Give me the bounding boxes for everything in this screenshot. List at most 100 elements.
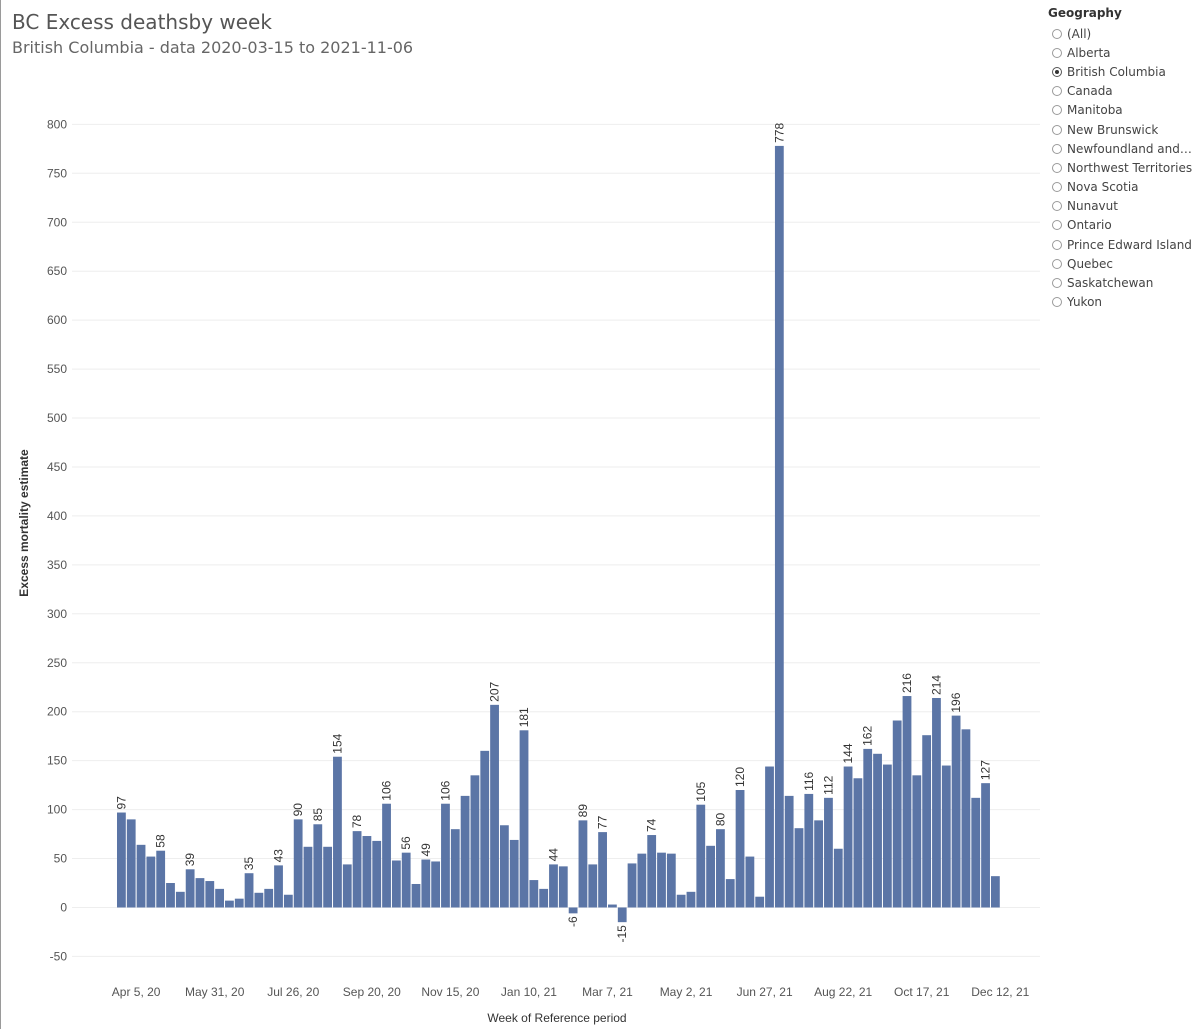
bar[interactable] — [971, 797, 981, 908]
radio-button-icon[interactable] — [1052, 297, 1062, 308]
bar[interactable] — [303, 846, 313, 908]
bar[interactable] — [912, 775, 922, 908]
bar[interactable] — [215, 888, 224, 908]
bar[interactable] — [146, 856, 156, 908]
bar[interactable] — [647, 835, 657, 908]
bar[interactable] — [598, 832, 607, 908]
bar[interactable] — [519, 730, 529, 908]
bar[interactable] — [941, 765, 951, 908]
bar[interactable] — [333, 756, 342, 908]
radio-button-icon[interactable] — [1052, 105, 1062, 116]
bar[interactable] — [627, 863, 637, 908]
geography-option[interactable]: Prince Edward Island — [1052, 235, 1198, 254]
bar[interactable] — [814, 820, 824, 908]
bar[interactable] — [264, 888, 274, 908]
bar[interactable] — [951, 715, 961, 908]
bar[interactable] — [608, 904, 617, 908]
bar[interactable] — [274, 865, 283, 908]
radio-button-icon[interactable] — [1052, 47, 1062, 58]
bar[interactable] — [136, 844, 146, 908]
bar[interactable] — [706, 845, 715, 908]
bar[interactable] — [774, 145, 784, 908]
bar[interactable] — [352, 831, 362, 908]
bar[interactable] — [657, 852, 666, 908]
geography-option[interactable]: Saskatchewan — [1052, 273, 1198, 292]
bar[interactable] — [932, 697, 941, 908]
bar[interactable] — [578, 820, 588, 908]
bar[interactable] — [293, 819, 303, 908]
radio-button-icon[interactable] — [1052, 278, 1062, 289]
bar[interactable] — [529, 880, 539, 908]
bar[interactable] — [549, 864, 558, 908]
bar[interactable] — [981, 783, 990, 908]
bar[interactable] — [843, 766, 853, 908]
bar[interactable] — [558, 866, 568, 908]
radio-button-icon[interactable] — [1052, 258, 1062, 269]
radio-button-icon[interactable] — [1052, 143, 1062, 154]
radio-button-icon[interactable] — [1052, 239, 1062, 250]
bar[interactable] — [794, 828, 804, 908]
bar[interactable] — [382, 803, 391, 908]
geography-option[interactable]: Nova Scotia — [1052, 178, 1198, 197]
bar[interactable] — [195, 878, 205, 908]
bar[interactable] — [342, 864, 352, 908]
bar[interactable] — [509, 839, 519, 908]
geography-option[interactable]: Newfoundland and La... — [1052, 139, 1198, 158]
bar[interactable] — [499, 825, 509, 908]
bar[interactable] — [441, 803, 450, 908]
geography-option[interactable]: Manitoba — [1052, 101, 1198, 120]
bar[interactable] — [166, 883, 175, 908]
bar[interactable] — [696, 804, 706, 908]
bar[interactable] — [313, 824, 323, 908]
bar[interactable] — [833, 848, 843, 908]
bar[interactable] — [745, 856, 755, 908]
bar[interactable] — [450, 829, 460, 908]
bar[interactable] — [922, 735, 932, 908]
bar[interactable] — [225, 900, 234, 908]
geography-option[interactable]: Quebec — [1052, 254, 1198, 273]
radio-button-icon[interactable] — [1052, 66, 1062, 77]
bar[interactable] — [205, 881, 215, 908]
radio-button-icon[interactable] — [1052, 162, 1062, 173]
geography-option[interactable]: Nunavut — [1052, 197, 1198, 216]
geography-option[interactable]: (All) — [1052, 24, 1198, 43]
geography-option[interactable]: New Brunswick — [1052, 120, 1198, 139]
bar[interactable] — [902, 696, 912, 908]
radio-button-icon[interactable] — [1052, 86, 1062, 97]
bar[interactable] — [735, 790, 745, 908]
geography-option[interactable]: Canada — [1052, 82, 1198, 101]
bar[interactable] — [460, 795, 470, 908]
bar[interactable] — [480, 750, 490, 908]
geography-option[interactable]: British Columbia — [1052, 62, 1198, 81]
radio-button-icon[interactable] — [1052, 220, 1062, 231]
bar[interactable] — [372, 840, 382, 908]
bar[interactable] — [882, 764, 892, 908]
bar[interactable] — [234, 898, 244, 908]
bar[interactable] — [568, 907, 578, 914]
bar[interactable] — [686, 891, 696, 908]
bar[interactable] — [588, 864, 598, 908]
bar[interactable] — [411, 883, 421, 908]
bar[interactable] — [421, 859, 431, 908]
bar[interactable] — [156, 850, 166, 908]
bar[interactable] — [185, 869, 195, 908]
bar[interactable] — [873, 753, 882, 908]
bar[interactable] — [765, 766, 774, 908]
bar[interactable] — [539, 888, 549, 908]
bar[interactable] — [362, 836, 372, 908]
bar[interactable] — [391, 860, 401, 908]
bar[interactable] — [990, 876, 1000, 908]
bar[interactable] — [254, 892, 264, 908]
bar[interactable] — [401, 852, 411, 908]
bar[interactable] — [490, 704, 499, 908]
bar[interactable] — [804, 793, 814, 908]
bar[interactable] — [853, 778, 863, 908]
bar[interactable] — [676, 894, 686, 908]
geography-option[interactable]: Northwest Territories — [1052, 158, 1198, 177]
bar[interactable] — [892, 720, 902, 908]
bar[interactable] — [244, 873, 254, 908]
radio-button-icon[interactable] — [1052, 201, 1062, 212]
bar[interactable] — [755, 896, 765, 908]
bar[interactable] — [323, 846, 333, 908]
bar[interactable] — [824, 797, 833, 908]
